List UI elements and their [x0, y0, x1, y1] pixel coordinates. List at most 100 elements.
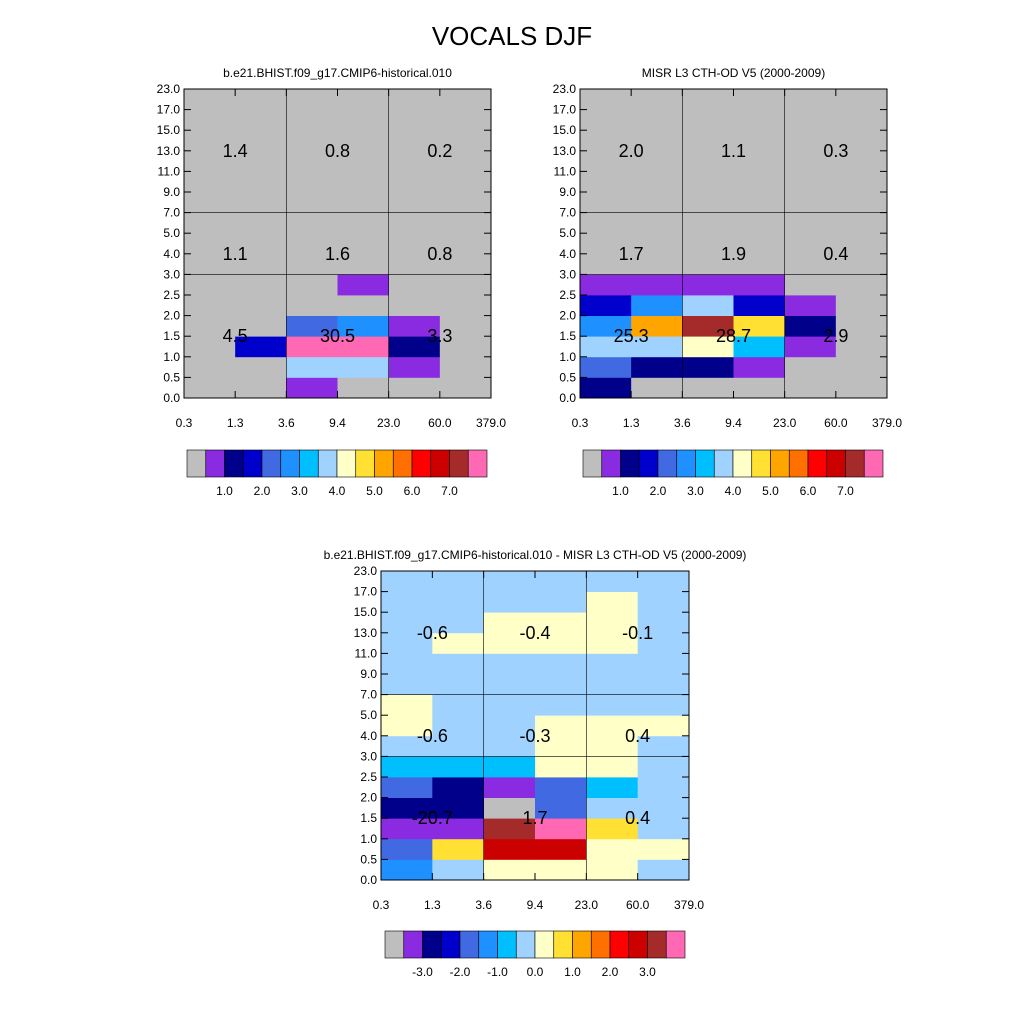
heatmap-cell [337, 130, 390, 152]
heatmap-cell [381, 632, 433, 654]
colorbar-swatch [770, 449, 790, 478]
panel-misr: MISR L3 CTH-OD V5 (2000-2009) 0.0 0.5 1.0 1.… [553, 66, 903, 430]
x-tick-label: 3.6 [674, 416, 691, 430]
y-tick-label: 23.0 [354, 564, 378, 578]
heatmap-cell [381, 674, 433, 695]
heatmap-cell [286, 89, 338, 110]
group-total-label: 0.4 [625, 808, 650, 828]
colorbar-label: 5.0 [366, 484, 383, 498]
y-tick-label: 2.5 [163, 288, 180, 302]
panel-title: b.e21.BHIST.f09_g17.CMIP6-historical.010 [223, 66, 452, 80]
colorbar-label: 1.0 [612, 484, 629, 498]
heatmap-cell [733, 336, 786, 358]
heatmap-cell [235, 253, 287, 275]
heatmap-cell [535, 715, 587, 737]
x-tick-label: 0.3 [373, 898, 390, 912]
x-tick-label: 0.3 [572, 416, 589, 430]
y-tick-label: 4.0 [559, 247, 576, 261]
y-tick-label: 13.0 [354, 626, 378, 640]
heatmap-cell [388, 295, 441, 316]
heatmap-cell [637, 756, 690, 778]
heatmap-cell [381, 797, 433, 819]
colorbar-swatch [863, 449, 884, 478]
heatmap-cell [631, 253, 683, 275]
heatmap-cell [637, 797, 690, 819]
heatmap-cell [637, 838, 690, 860]
heatmap-cell [637, 632, 690, 654]
y-tick-label: 5.0 [163, 226, 180, 240]
heatmap-cell [439, 274, 492, 296]
heatmap-cell [784, 253, 837, 275]
heatmap-cell [439, 212, 492, 234]
x-tick-label: 3.6 [278, 416, 295, 430]
y-tick-label: 0.0 [559, 391, 576, 405]
heatmap-cell [439, 150, 492, 172]
colorbar-swatch [553, 930, 573, 959]
heatmap-cell [439, 377, 492, 399]
panel-title: MISR L3 CTH-OD V5 (2000-2009) [642, 66, 825, 80]
colorbar-swatch [403, 930, 423, 959]
colorbar-label: 1.0 [564, 965, 581, 979]
heatmap-cell [483, 674, 536, 695]
heatmap-cell [835, 274, 888, 296]
colorbar-swatch [807, 449, 828, 478]
group-total-label: 0.4 [823, 244, 848, 264]
heatmap-cell [381, 756, 433, 778]
y-tick-label: 4.0 [360, 729, 377, 743]
group-total-label: 0.8 [325, 141, 350, 161]
colorbar-swatch [299, 449, 319, 478]
heatmap-cell [637, 777, 690, 798]
colorbar-swatch [317, 449, 338, 478]
group-total-label: 25.3 [614, 326, 649, 346]
heatmap-cell [184, 171, 236, 193]
group-total-label: 1.4 [223, 141, 248, 161]
heatmap-cell [580, 377, 632, 399]
x-tick-label: 1.3 [424, 898, 441, 912]
colorbar-swatch [280, 449, 300, 478]
heatmap-cell [682, 89, 734, 110]
heatmap-cell [586, 632, 639, 654]
group-total-label: 3.3 [427, 326, 452, 346]
heatmap-cell [637, 612, 690, 634]
colorbar-swatch [609, 930, 630, 959]
heatmap-cell [184, 253, 236, 275]
heatmap-cell [439, 109, 492, 131]
colorbar-label: 5.0 [762, 484, 779, 498]
colorbar-label: -1.0 [487, 965, 508, 979]
heatmap-cell [586, 735, 639, 757]
heatmap-cell [432, 653, 485, 675]
heatmap-cell [631, 89, 683, 110]
group-total-label: 2.9 [823, 326, 848, 346]
group-total-label: 1.6 [325, 244, 350, 264]
colorbar-difference: -3.0 -2.0 -1.0 0.0 1.0 2.0 3.0 [384, 930, 686, 979]
heatmap-cell [286, 233, 338, 255]
heatmap-cell [631, 212, 683, 234]
heatmap-cell [835, 192, 888, 213]
heatmap-cell [682, 150, 734, 172]
y-tick-label: 13.0 [157, 144, 181, 158]
heatmap-cell [835, 171, 888, 193]
colorbar-swatch [826, 449, 846, 478]
heatmap-cell [432, 612, 485, 634]
heatmap-cell [682, 109, 734, 131]
heatmap-cell [286, 130, 338, 152]
heatmap-cell [439, 233, 492, 255]
heatmap-cell [439, 295, 492, 316]
heatmap-cell [631, 274, 683, 296]
group-total-label: 2.0 [619, 141, 644, 161]
heatmap-cell [184, 192, 236, 213]
heatmap-cell [184, 89, 236, 110]
heatmap-cell [586, 818, 639, 840]
heatmap-cell [337, 295, 390, 316]
heatmap-cell [733, 356, 786, 378]
heatmap-cell [388, 212, 441, 234]
group-total-label: 1.1 [223, 244, 248, 264]
y-tick-label: 3.0 [163, 267, 180, 281]
heatmap-cell [388, 89, 441, 110]
heatmap-cell [733, 192, 786, 213]
y-tick-label: 0.5 [163, 370, 180, 384]
colorbar-swatch [392, 449, 413, 478]
heatmap-cell [235, 171, 287, 193]
heatmap-cell [286, 212, 338, 234]
colorbar-label: 4.0 [329, 484, 346, 498]
